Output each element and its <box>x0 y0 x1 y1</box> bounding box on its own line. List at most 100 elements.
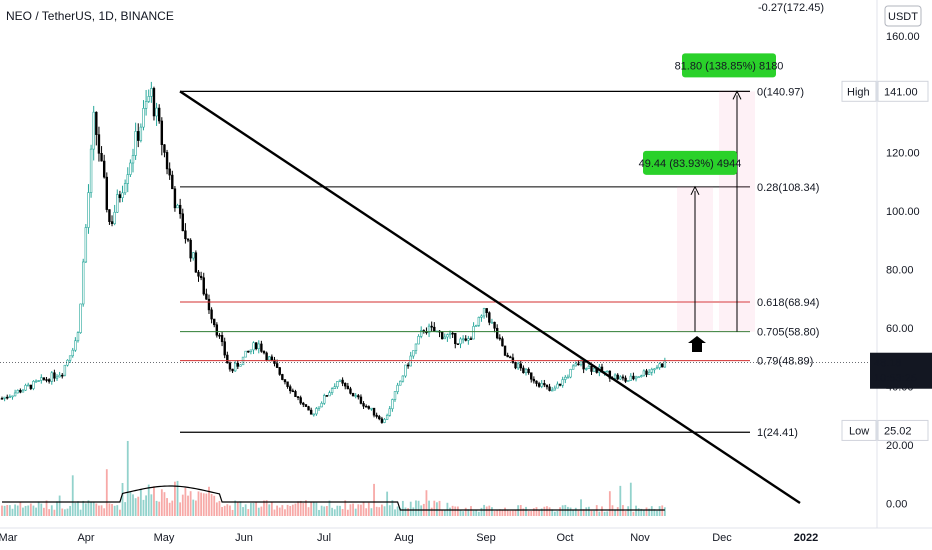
measure-arrow-head <box>732 90 742 100</box>
candle-body <box>89 148 93 193</box>
candle-body <box>427 325 431 334</box>
candle-body <box>482 308 486 317</box>
trendlines[interactable] <box>179 90 801 505</box>
volume-bar <box>213 495 216 516</box>
volume-bar <box>433 500 436 516</box>
candle-body <box>359 396 363 404</box>
candle-body <box>388 408 391 416</box>
descending-trendline <box>179 90 801 505</box>
candle-body <box>307 406 310 411</box>
candle-body <box>370 407 373 410</box>
time-axis[interactable]: Mar Apr May Jun Jul Aug Sep Oct Nov Dec 2022 <box>0 532 818 544</box>
volume-bar <box>27 505 30 516</box>
candle-body <box>383 419 386 423</box>
volume-bar <box>608 491 611 516</box>
up-arrow-icon <box>688 336 706 352</box>
candle-body <box>613 374 617 379</box>
candle-body <box>488 312 491 323</box>
candle-body <box>553 387 557 391</box>
volume-bar <box>504 507 506 516</box>
candle-body <box>621 376 625 379</box>
volume-bar <box>1 505 3 516</box>
candle-body <box>503 345 507 356</box>
price-tick-label: 80.00 <box>886 265 914 277</box>
volume-bar <box>365 508 368 516</box>
candle-body <box>519 363 522 369</box>
candle-body <box>467 338 470 341</box>
volume-bar <box>470 506 472 516</box>
volume-bar <box>129 491 132 516</box>
candle-body <box>364 405 368 408</box>
volume-bar <box>29 503 32 516</box>
candle-body <box>304 404 308 407</box>
candle-body <box>493 321 496 329</box>
candle-body <box>76 332 80 342</box>
volume-bar <box>92 501 95 516</box>
currency-button[interactable] <box>884 5 922 27</box>
volume-bar <box>643 510 645 516</box>
volume-bar <box>3 505 6 516</box>
candle-body <box>131 155 135 164</box>
volume-bar <box>362 501 365 516</box>
fib-level-label: 0.618(68.94) <box>757 297 819 309</box>
candle-body <box>328 392 331 397</box>
candle-body <box>626 380 630 382</box>
measure-label-box <box>643 150 737 175</box>
candle-body <box>532 378 536 382</box>
price-range-measures[interactable]: 81.80 (138.85%) 8180 49.44 (83.93%) 4944 <box>639 53 784 352</box>
candle-body <box>11 395 14 398</box>
volume-bar <box>307 507 310 516</box>
volume-bar <box>74 502 77 516</box>
volume-bar <box>629 482 632 516</box>
volume-bar <box>543 506 546 516</box>
candle-body <box>113 211 116 224</box>
candle-body <box>40 377 43 381</box>
candle-body <box>380 418 384 423</box>
volume-bar <box>509 510 512 516</box>
candle-body <box>13 392 17 397</box>
candle-body <box>485 308 488 313</box>
volume-bar <box>585 507 588 516</box>
volume-bar <box>14 504 16 516</box>
candle-body <box>97 134 101 154</box>
candle-body <box>404 364 407 377</box>
candle-body <box>375 414 378 417</box>
candle-body <box>511 357 515 363</box>
candle-body <box>118 194 122 199</box>
volume-bar <box>184 487 187 516</box>
volume-bar <box>501 510 504 516</box>
volume-bar <box>171 500 174 516</box>
candle-body <box>642 370 646 377</box>
candle-body <box>461 338 465 341</box>
volume-bar <box>556 510 559 516</box>
time-tick-label: Mar <box>0 532 18 544</box>
candle-body <box>469 338 473 340</box>
candle-body <box>244 350 247 358</box>
low-value-bg <box>877 419 929 441</box>
volume-bar <box>645 507 648 516</box>
candle-body <box>102 160 106 178</box>
price-axis[interactable]: 160.00140.00120.00100.0080.0060.0040.002… <box>886 31 920 511</box>
volume-bar <box>341 509 344 516</box>
candle-body <box>655 367 659 370</box>
candle-body <box>129 162 132 175</box>
volume-bar <box>45 500 48 516</box>
candle-body <box>522 367 525 374</box>
volume-bar <box>606 511 609 516</box>
candle-body <box>569 368 572 378</box>
volume-bar <box>77 501 79 516</box>
candle-body <box>100 153 103 162</box>
volume-bar <box>663 507 666 516</box>
volume-bar <box>339 505 341 516</box>
volume-bar <box>286 504 289 516</box>
candle-body <box>147 96 150 102</box>
volume-bar <box>386 491 389 516</box>
fib-retracement[interactable]: 0(140.97) 0.28(108.34) 0.618(68.94) 0.705(5… <box>180 86 819 439</box>
candle-body <box>37 380 40 382</box>
candle-body <box>346 385 350 390</box>
volume-bar <box>561 505 564 516</box>
candle-body <box>530 372 533 380</box>
volume-bar <box>142 499 145 516</box>
volume-bar <box>145 495 147 516</box>
